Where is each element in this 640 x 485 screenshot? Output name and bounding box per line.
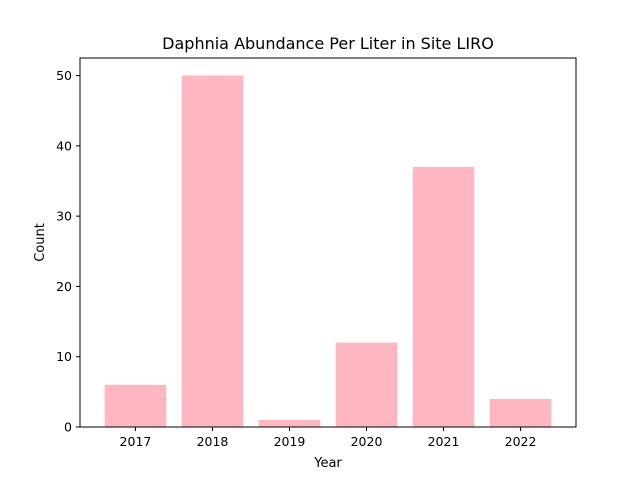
- x-tick-label: 2020: [351, 434, 383, 449]
- y-tick-label: 10: [56, 349, 72, 364]
- y-axis-label: Count: [33, 223, 48, 262]
- bar-2019: [258, 419, 321, 427]
- bars-layer: [104, 75, 552, 428]
- x-axis: 2017 2018 2019 2020 2021 2022: [120, 427, 537, 449]
- x-tick-label: 2022: [505, 434, 537, 449]
- y-tick-label: 0: [64, 420, 72, 435]
- x-tick-label: 2017: [120, 434, 152, 449]
- x-tick-label: 2019: [274, 434, 306, 449]
- bar-2018: [181, 75, 244, 428]
- y-tick-label: 30: [56, 209, 72, 224]
- x-axis-label: Year: [313, 456, 342, 471]
- y-tick-label: 50: [56, 68, 72, 83]
- bar-2022: [489, 398, 552, 427]
- chart-title: Daphnia Abundance Per Liter in Site LIRO: [162, 34, 494, 53]
- x-tick-label: 2018: [197, 434, 229, 449]
- bar-2020: [335, 342, 398, 427]
- plot-frame: [79, 57, 577, 428]
- bar-2017: [104, 384, 167, 427]
- y-tick-label: 40: [56, 138, 72, 153]
- x-tick-label: 2021: [428, 434, 460, 449]
- y-axis: 0 10 20 30 40 50: [56, 68, 80, 435]
- y-tick-label: 20: [56, 279, 72, 294]
- bar-2021: [412, 166, 475, 427]
